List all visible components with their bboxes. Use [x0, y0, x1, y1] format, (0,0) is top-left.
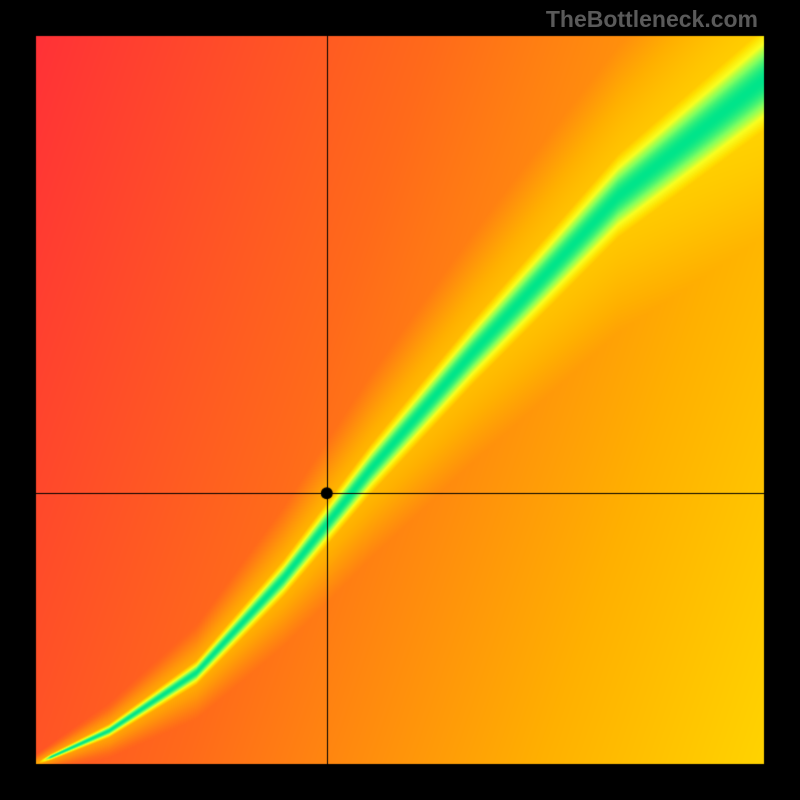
chart-container: TheBottleneck.com	[0, 0, 800, 800]
watermark-text: TheBottleneck.com	[546, 6, 758, 33]
bottleneck-heatmap	[0, 0, 800, 800]
